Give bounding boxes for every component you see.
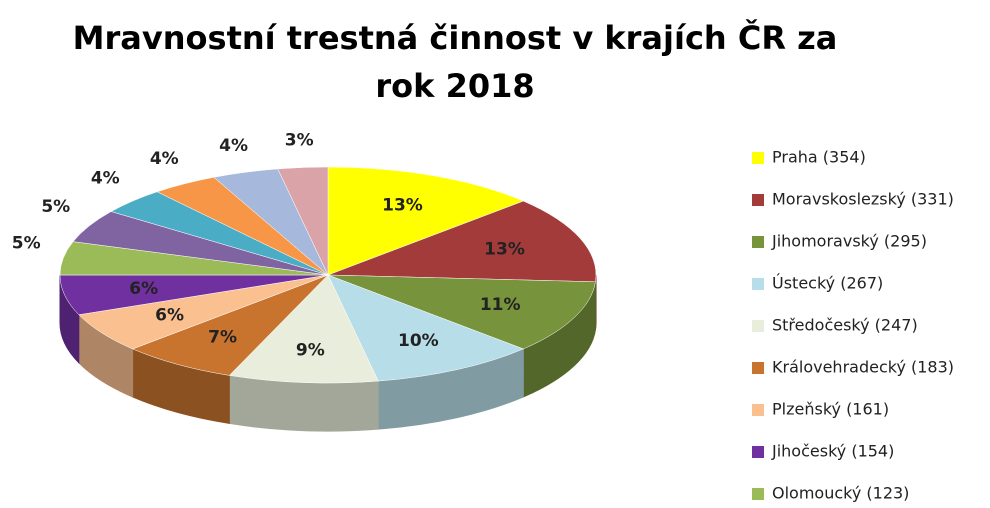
legend-label: Královehradecký (183)	[772, 358, 954, 377]
legend-swatch	[752, 446, 764, 458]
legend-label: Moravskoslezský (331)	[772, 190, 954, 209]
pie-labels: 13% 13% 11% 10% 9% 7% 6% 6% 5%5% 4% 4% 4% 3%	[12, 130, 525, 360]
legend-label: Olomoucký (123)	[772, 484, 909, 503]
pie-slice	[131, 274, 329, 376]
data-label: 5%	[12, 234, 41, 254]
legend-swatch	[752, 194, 764, 206]
pie-slice	[327, 274, 596, 350]
legend-swatch	[752, 152, 764, 164]
data-label: 4%	[219, 136, 248, 156]
data-label: 9%	[296, 340, 325, 360]
pie-slice	[327, 200, 597, 283]
legend-swatch	[752, 320, 764, 332]
data-label: 6%	[155, 306, 184, 326]
data-label: 10%	[398, 331, 439, 351]
pie-slice	[327, 274, 525, 382]
pie-slice	[228, 274, 379, 384]
chart-title: Mravnostní trestná činnost v krajích ČR …	[72, 19, 838, 105]
legend-label: Jihočeský (154)	[771, 442, 894, 461]
legend-label: Ústecký (267)	[772, 274, 883, 293]
pie-slice	[277, 166, 329, 276]
data-label: 6%	[129, 279, 158, 299]
pie-slice	[327, 166, 525, 276]
legend-swatch	[752, 362, 764, 374]
pie-tops	[59, 166, 597, 384]
legend-label: Plzeňský (161)	[772, 400, 889, 419]
data-label: 3%	[285, 130, 314, 150]
legend-label: Jihomoravský (295)	[771, 232, 927, 251]
data-label: 13%	[382, 196, 423, 216]
legend-swatch	[752, 404, 764, 416]
data-label: 4%	[91, 169, 120, 189]
legend-label: Středočeský (247)	[772, 316, 918, 335]
legend-swatch	[752, 236, 764, 248]
slice-side	[228, 374, 379, 432]
data-label: 4%	[150, 149, 179, 169]
data-label: 11%	[480, 295, 521, 315]
legend-swatch	[752, 278, 764, 290]
legend-swatch	[752, 488, 764, 500]
data-label: 7%	[208, 328, 237, 348]
pie-sides	[59, 274, 597, 432]
legend-label: Praha (354)	[772, 148, 866, 167]
data-label: 13%	[484, 239, 525, 259]
data-label: 5%	[41, 197, 70, 217]
